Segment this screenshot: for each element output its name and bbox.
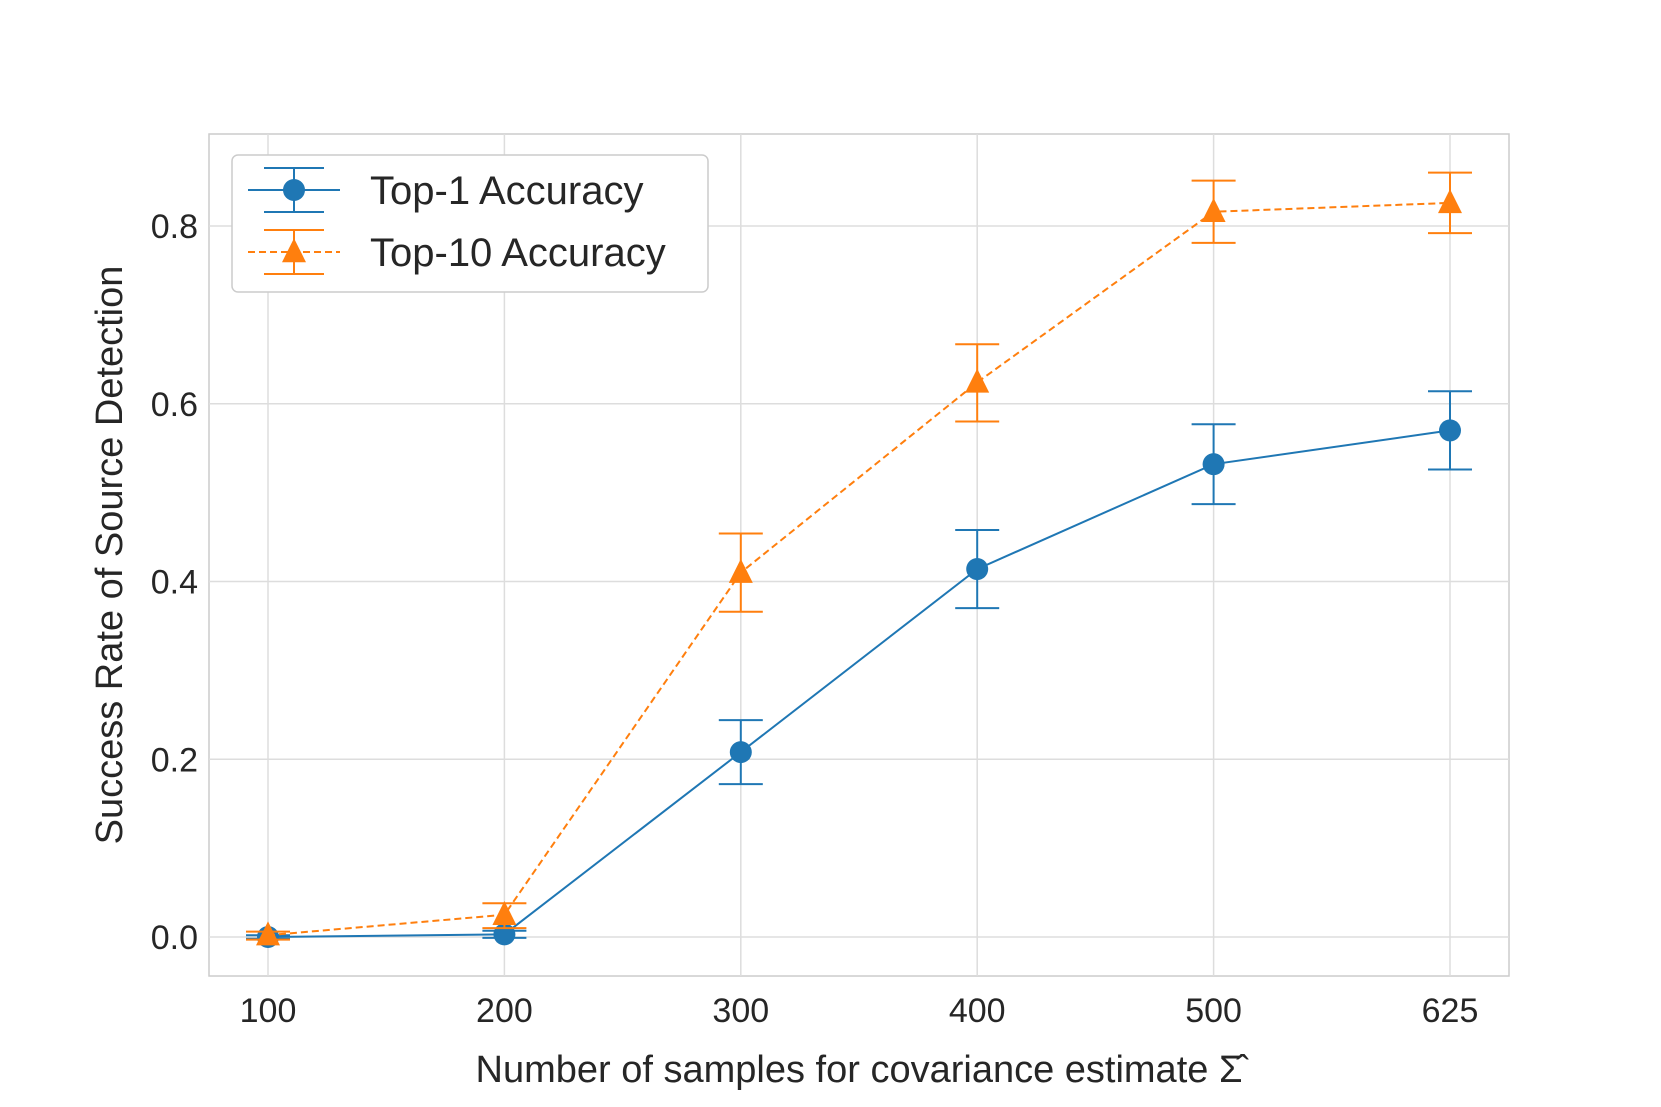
data-point-top10 (965, 368, 990, 393)
data-point-top1 (1439, 419, 1461, 442)
data-point-top10 (492, 900, 517, 925)
y-tick-label: 0.2 (151, 741, 198, 779)
x-tick-label: 200 (476, 992, 533, 1030)
legend-frame (231, 154, 709, 293)
legend-label-top1: Top-1 Accuracy (370, 169, 643, 213)
data-point-top10 (1201, 197, 1226, 222)
legend-label-top10: Top-10 Accuracy (370, 231, 666, 275)
series-layer (246, 171, 1472, 948)
x-tick-label: 500 (1185, 992, 1242, 1030)
data-point-top1 (966, 558, 989, 581)
x-tick-label: 300 (712, 992, 769, 1030)
legend-item-top10: Top-10 Accuracy (248, 229, 666, 275)
data-point-top10 (728, 558, 753, 583)
data-point-top10 (1438, 189, 1462, 214)
legend: Top-1 Accuracy Top-10 Accuracy (231, 154, 709, 293)
legend-marker-top1 (283, 179, 305, 201)
x-tick-label: 400 (949, 992, 1006, 1030)
x-tick-label: 100 (240, 992, 297, 1030)
x-tick-label: 625 (1422, 992, 1479, 1030)
data-point-top1 (729, 741, 752, 764)
y-tick-label: 0.8 (151, 208, 198, 246)
y-axis-label: Success Rate of Source Detection (89, 266, 131, 845)
y-tick-label: 0.4 (151, 564, 198, 602)
legend-item-top1: Top-1 Accuracy (248, 167, 643, 213)
series-line-top10 (267, 201, 1451, 937)
series-top10 (246, 171, 1472, 946)
x-axis-label: Number of samples for covariance estimat… (476, 1049, 1250, 1091)
data-point-top1 (1202, 453, 1225, 476)
data-point-top10 (256, 921, 280, 946)
y-tick-labels: 0.0 0.2 0.4 0.6 0.8 (151, 208, 198, 957)
series-line-top1 (267, 429, 1451, 938)
y-tick-label: 0.0 (151, 919, 198, 957)
series-top1 (246, 390, 1472, 948)
x-tick-labels: 100 200 300 400 500 625 (240, 992, 1479, 1030)
legend-marker-top10 (282, 238, 306, 263)
y-tick-label: 0.6 (151, 386, 198, 424)
